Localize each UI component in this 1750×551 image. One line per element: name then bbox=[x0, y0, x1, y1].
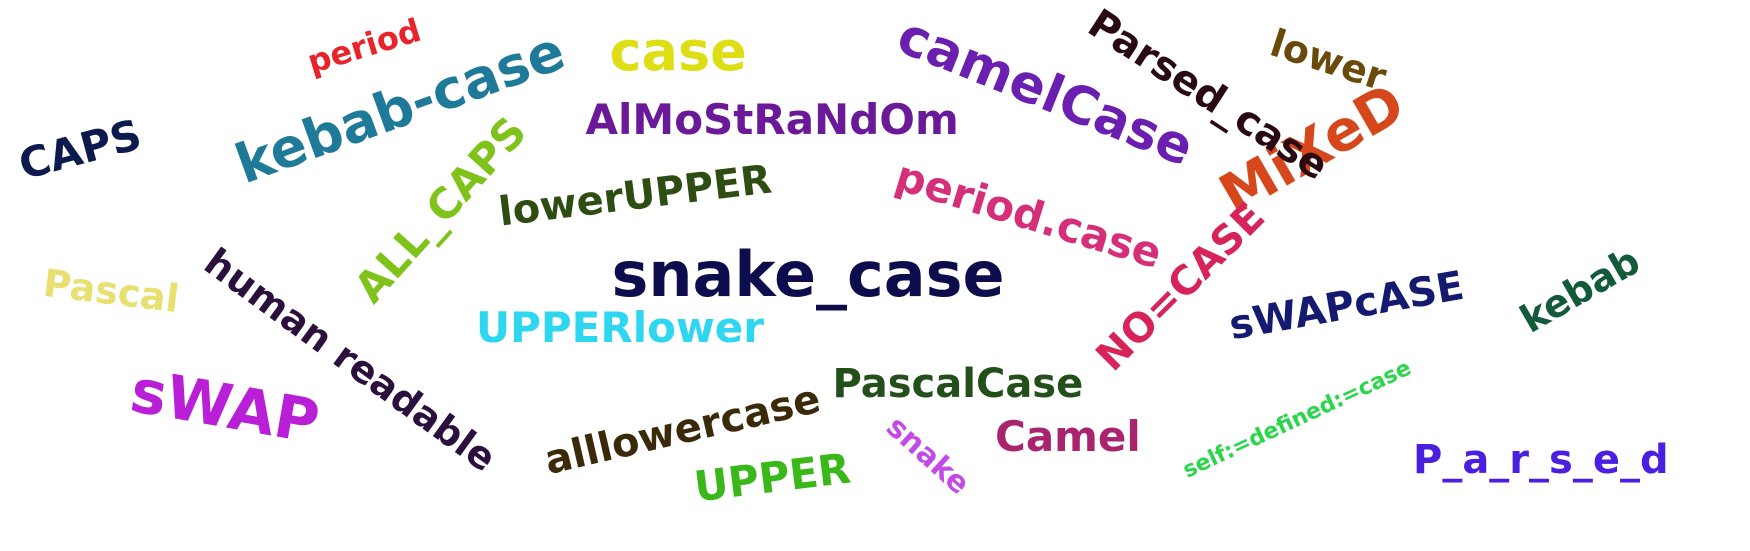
word-swap: sWAP bbox=[125, 356, 325, 458]
word-pascalcase: PascalCase bbox=[832, 361, 1084, 407]
word-p-a-r-s-e-d: P_a_r_s_e_d bbox=[1413, 437, 1669, 483]
word-kebab: kebab bbox=[1512, 238, 1648, 342]
word-lower: lower bbox=[1264, 20, 1392, 100]
word-self-defined-case: self:=defined:=case bbox=[1178, 355, 1415, 484]
word-almostrandom: AlMoStRaNdOm bbox=[585, 95, 959, 144]
word-case: case bbox=[609, 20, 747, 83]
word-snake: snake bbox=[878, 409, 976, 502]
word-camel: Camel bbox=[995, 412, 1141, 461]
word-upper: UPPER bbox=[691, 443, 853, 512]
word-pascal: Pascal bbox=[40, 260, 182, 322]
word-lowerupper: lowerUPPER bbox=[496, 156, 775, 236]
word-upperlower: UPPERlower bbox=[476, 303, 764, 352]
word-snake-case: snake_case bbox=[611, 238, 1005, 311]
word-caps: CAPS bbox=[13, 109, 147, 190]
word-period: period bbox=[302, 10, 426, 82]
word-swapcase: sWAPcASE bbox=[1225, 262, 1467, 350]
